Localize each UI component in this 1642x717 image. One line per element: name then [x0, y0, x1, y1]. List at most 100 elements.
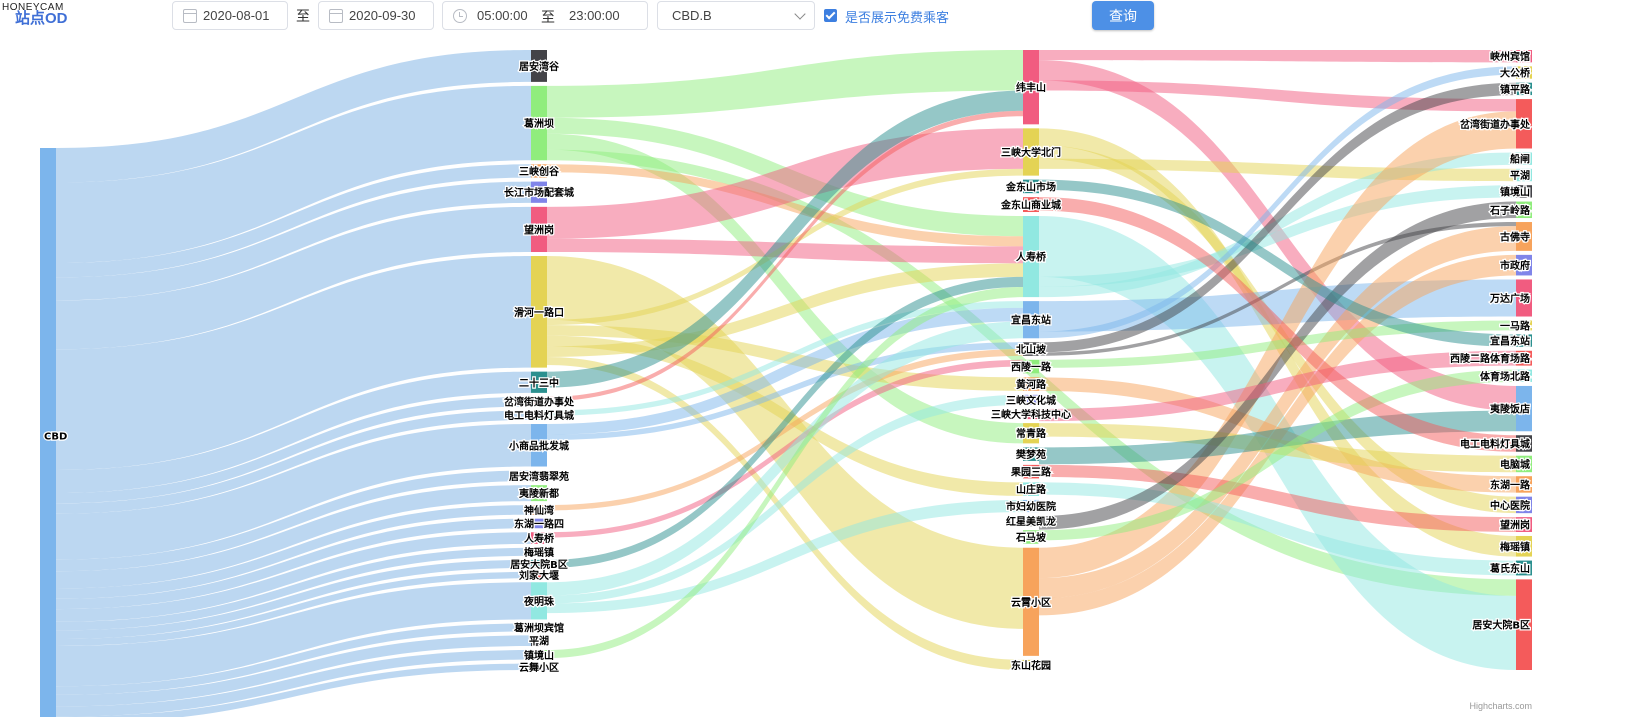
sankey-link[interactable] — [1039, 464, 1516, 532]
sankey-link[interactable] — [1039, 185, 1516, 287]
sankey-node[interactable] — [1516, 455, 1532, 473]
sankey-node[interactable] — [531, 396, 547, 407]
sankey-link[interactable] — [1039, 320, 1516, 368]
sankey-link[interactable] — [56, 623, 531, 695]
sankey-link[interactable] — [56, 181, 531, 301]
sankey-node[interactable] — [1023, 179, 1039, 194]
sankey-link[interactable] — [547, 335, 1023, 496]
sankey-node[interactable] — [40, 148, 56, 717]
end-date-picker[interactable]: 2020-09-30 — [318, 1, 434, 30]
time-range-picker[interactable]: 05:00:00 至 23:00:00 — [442, 1, 648, 30]
sankey-node[interactable] — [1516, 320, 1532, 331]
sankey-link[interactable] — [547, 164, 1023, 247]
sankey-node[interactable] — [1516, 50, 1532, 63]
sankey-link[interactable] — [56, 164, 531, 278]
sankey-link[interactable] — [547, 301, 1023, 416]
sankey-node[interactable] — [531, 164, 547, 178]
sankey-link[interactable] — [56, 582, 531, 687]
sankey-node[interactable] — [1023, 659, 1039, 670]
sankey-node[interactable] — [1023, 197, 1039, 213]
sankey-node[interactable] — [1516, 385, 1532, 432]
sankey-node[interactable] — [1023, 359, 1039, 374]
sankey-link[interactable] — [1039, 350, 1516, 422]
sankey-node[interactable] — [531, 635, 547, 647]
sankey-link[interactable] — [547, 307, 1023, 435]
free-passenger-label[interactable]: 是否展示免费乘客 — [845, 10, 950, 25]
sankey-link[interactable] — [1039, 80, 1516, 112]
free-passenger-checkbox[interactable] — [824, 9, 837, 22]
sankey-link[interactable] — [547, 499, 1023, 614]
sankey-node[interactable] — [1516, 152, 1532, 165]
sankey-node[interactable] — [1023, 447, 1039, 461]
sankey-node[interactable] — [531, 85, 547, 161]
sankey-node[interactable] — [1023, 377, 1039, 391]
sankey-node[interactable] — [1023, 423, 1039, 444]
sankey-node[interactable] — [1516, 369, 1532, 382]
sankey-link[interactable] — [547, 394, 1023, 604]
sankey-link[interactable] — [547, 286, 1023, 659]
sankey-link[interactable] — [56, 50, 531, 183]
sankey-link[interactable] — [547, 110, 1023, 402]
sankey-node[interactable] — [531, 650, 547, 660]
sankey-node[interactable] — [531, 410, 547, 421]
sankey-node[interactable] — [531, 371, 547, 393]
sankey-node[interactable] — [1516, 66, 1532, 79]
sankey-link[interactable] — [56, 206, 531, 350]
station-select[interactable]: CBD.B — [657, 1, 815, 30]
sankey-link[interactable] — [56, 559, 531, 640]
sankey-link[interactable] — [547, 90, 1023, 388]
start-date-picker[interactable]: 2020-08-01 — [172, 1, 288, 30]
sankey-node[interactable] — [531, 559, 547, 568]
sankey-node[interactable] — [1516, 222, 1532, 251]
sankey-link[interactable] — [56, 396, 531, 504]
sankey-link[interactable] — [1039, 482, 1516, 576]
sankey-link[interactable] — [1039, 82, 1516, 353]
sankey-node[interactable] — [531, 547, 547, 556]
sankey-link[interactable] — [547, 238, 1023, 264]
sankey-link[interactable] — [1039, 197, 1516, 452]
sankey-link[interactable] — [56, 635, 531, 707]
sankey-node[interactable] — [1023, 499, 1039, 513]
sankey-node[interactable] — [1023, 394, 1039, 405]
sankey-link[interactable] — [56, 256, 531, 470]
sankey-node[interactable] — [1516, 82, 1532, 96]
sankey-node[interactable] — [1516, 334, 1532, 347]
sankey-node[interactable] — [1516, 579, 1532, 670]
sankey-link[interactable] — [56, 485, 531, 589]
sankey-node[interactable] — [531, 470, 547, 482]
sankey-node[interactable] — [1023, 547, 1039, 656]
sankey-link[interactable] — [1039, 226, 1516, 599]
sankey-link[interactable] — [1039, 66, 1516, 339]
sankey-link[interactable] — [56, 518, 531, 610]
sankey-link[interactable] — [547, 321, 1023, 596]
sankey-node[interactable] — [1023, 128, 1039, 176]
sankey-node[interactable] — [531, 518, 547, 529]
sankey-link[interactable] — [1039, 222, 1516, 356]
sankey-node[interactable] — [531, 571, 547, 579]
sankey-node[interactable] — [531, 256, 547, 368]
sankey-node[interactable] — [1516, 168, 1532, 182]
sankey-link[interactable] — [56, 547, 531, 631]
sankey-node[interactable] — [531, 582, 547, 620]
sankey-link[interactable] — [547, 50, 1023, 118]
sankey-node[interactable] — [1023, 482, 1039, 496]
sankey-node[interactable] — [1023, 464, 1039, 479]
sankey-node[interactable] — [531, 424, 547, 467]
sankey-node[interactable] — [531, 663, 547, 670]
sankey-node[interactable] — [531, 206, 547, 253]
sankey-node[interactable] — [1516, 535, 1532, 557]
sankey-node[interactable] — [1516, 476, 1532, 493]
sankey-link[interactable] — [56, 85, 531, 263]
sankey-node[interactable] — [1023, 516, 1039, 527]
sankey-link[interactable] — [56, 371, 531, 493]
sankey-node[interactable] — [1023, 530, 1039, 544]
sankey-link[interactable] — [547, 359, 1023, 538]
sankey-node[interactable] — [1023, 50, 1039, 125]
sankey-link[interactable] — [547, 263, 1023, 357]
sankey-link[interactable] — [547, 276, 1023, 568]
sankey-node[interactable] — [1023, 216, 1039, 298]
sankey-link[interactable] — [56, 505, 531, 599]
sankey-link[interactable] — [56, 532, 531, 622]
sankey-link[interactable] — [547, 133, 1023, 444]
sankey-node[interactable] — [531, 532, 547, 544]
